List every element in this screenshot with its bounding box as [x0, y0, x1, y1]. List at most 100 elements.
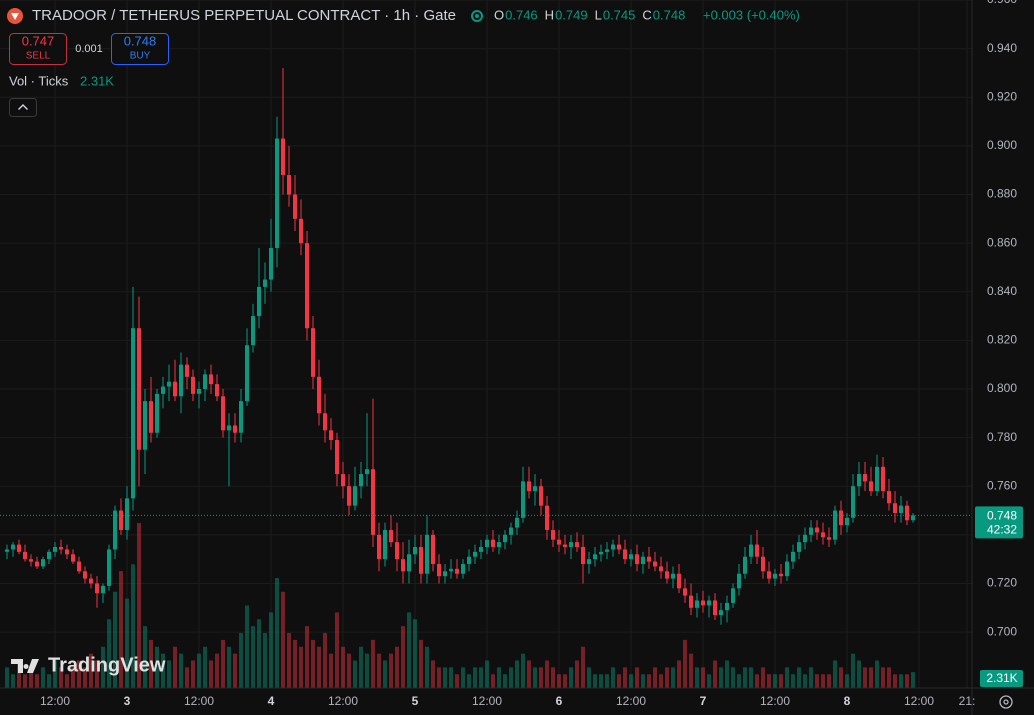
candle-body [869, 481, 873, 492]
candle-body [689, 595, 693, 608]
volume-bar [707, 674, 711, 688]
candle-body [551, 529, 555, 540]
candle-body [5, 549, 9, 552]
candle-body [179, 364, 183, 397]
volume-bar [485, 660, 489, 688]
candle-body [17, 544, 21, 552]
x-tick-label: 7 [700, 694, 707, 708]
candle-body [293, 194, 297, 219]
candle-body [251, 316, 255, 346]
candle-body [845, 517, 849, 526]
candle-body [593, 554, 597, 560]
candle-body [785, 561, 789, 577]
y-tick-label: 0.840 [987, 284, 1017, 298]
candle-body [503, 534, 507, 543]
volume-bar [635, 667, 639, 688]
candle-body [29, 559, 33, 562]
candle-body [221, 396, 225, 431]
volume-bar [125, 598, 129, 688]
volume-title: Vol · Ticks [9, 73, 69, 88]
candle-body [539, 486, 543, 506]
candle-body [839, 510, 843, 526]
volume-bar [77, 660, 81, 688]
candle-body [497, 542, 501, 547]
candle-body [527, 481, 531, 492]
volume-bar [161, 653, 165, 688]
volume-bar [659, 674, 663, 688]
y-tick-label: 0.880 [987, 187, 1017, 201]
candle-body [647, 556, 651, 562]
candle-body [125, 498, 129, 530]
volume-bar [773, 674, 777, 688]
volume-bar [287, 633, 291, 688]
logo-glyph [11, 13, 19, 20]
y-tick-label: 0.780 [987, 430, 1017, 444]
y-tick-label: 0.760 [987, 478, 1017, 492]
candle-body [545, 505, 549, 530]
volume-bar [353, 660, 357, 688]
candle-body [653, 561, 657, 567]
candle-body [725, 602, 729, 611]
volume-bar [461, 667, 465, 688]
volume-bar [785, 667, 789, 688]
candle-body [779, 573, 783, 577]
sell-price: 0.747 [22, 33, 55, 48]
candle-body [101, 585, 105, 594]
candle-body [515, 517, 519, 528]
candle-body [569, 542, 573, 547]
volume-bar [737, 674, 741, 688]
volume-bar [257, 619, 261, 688]
volume-bar [857, 660, 861, 688]
ohlc-legend: O 0.746 H 0.749 L 0.745 C 0.748 [494, 7, 685, 22]
candle-body [305, 243, 309, 329]
candle-body [149, 401, 153, 433]
candle-body [107, 549, 111, 586]
volume-bar [905, 674, 909, 688]
volume-bar [797, 667, 801, 688]
volume-bar [893, 674, 897, 688]
volume-bar [683, 639, 687, 688]
candle-body [731, 588, 735, 603]
volume-bar [113, 591, 117, 688]
volume-badge [980, 670, 1023, 687]
volume-bar [329, 653, 333, 688]
candle-body [803, 534, 807, 543]
candle-body [587, 559, 591, 565]
volume-bar [179, 653, 183, 688]
volume-bar [47, 674, 51, 688]
price-badge [975, 506, 1023, 539]
candle-body [683, 588, 687, 596]
volume-bar [245, 605, 249, 688]
candle-body [161, 386, 165, 394]
volume-bar [269, 612, 273, 688]
settings-icon[interactable] [999, 695, 1013, 709]
volume-bar [275, 578, 279, 688]
candle-body [851, 486, 855, 518]
candle-body [395, 542, 399, 560]
volume-bar [623, 667, 627, 688]
candle-body [599, 551, 603, 555]
x-tick-label: 12:00 [328, 694, 358, 708]
collapse-button[interactable] [9, 98, 37, 117]
x-tick-label: 21: [959, 694, 976, 708]
volume-value: 2.31K [80, 73, 114, 88]
candle-body [353, 486, 357, 506]
volume-bar [239, 633, 243, 688]
candle-body [11, 544, 15, 550]
volume-bar [821, 674, 825, 688]
buy-button[interactable] [111, 33, 169, 65]
candle-body [437, 564, 441, 577]
volume-bar [827, 674, 831, 688]
candle-body [269, 247, 273, 280]
candle-body [419, 546, 423, 574]
x-tick-label: 6 [556, 694, 563, 708]
volume-bar [413, 619, 417, 688]
collapse-icon [18, 104, 28, 110]
volume-bar [653, 667, 657, 688]
candle-body [191, 376, 195, 394]
candle-body [701, 600, 705, 606]
volume-bar [221, 639, 225, 688]
candle-body [863, 474, 867, 482]
sell-button[interactable] [9, 33, 67, 65]
volume-bar [365, 653, 369, 688]
